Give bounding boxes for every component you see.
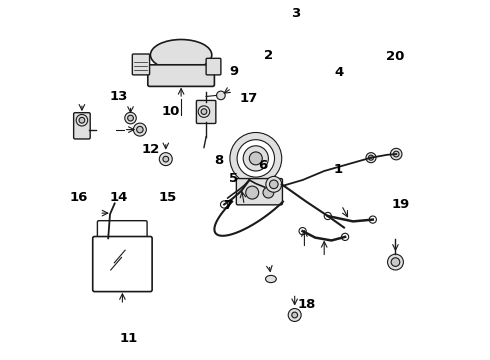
Text: 8: 8 [215,154,224,167]
Circle shape [270,180,278,189]
Text: 14: 14 [109,191,127,204]
Text: 13: 13 [109,90,127,103]
FancyBboxPatch shape [98,221,147,241]
Circle shape [366,153,376,163]
Text: 18: 18 [298,298,316,311]
Text: 10: 10 [162,105,180,118]
Circle shape [125,112,136,124]
Circle shape [266,176,282,192]
Circle shape [249,152,262,165]
Text: 1: 1 [334,163,343,176]
Circle shape [299,228,306,235]
FancyBboxPatch shape [196,100,216,123]
Circle shape [198,106,210,117]
Text: 17: 17 [240,93,258,105]
Circle shape [230,132,282,184]
FancyBboxPatch shape [236,179,282,205]
Circle shape [201,109,207,114]
FancyBboxPatch shape [148,65,215,86]
Circle shape [243,146,269,171]
Circle shape [220,201,228,208]
Circle shape [388,254,403,270]
Circle shape [133,123,147,136]
FancyBboxPatch shape [93,237,152,292]
Text: 2: 2 [264,49,273,62]
Circle shape [391,148,402,160]
Text: 20: 20 [386,50,405,63]
Text: 6: 6 [258,159,267,172]
Circle shape [342,233,349,240]
Circle shape [79,117,85,123]
Text: 15: 15 [158,191,177,204]
Circle shape [288,309,301,321]
Circle shape [237,140,274,177]
FancyBboxPatch shape [132,54,149,75]
Circle shape [263,187,274,198]
Text: 12: 12 [142,143,160,156]
Circle shape [159,153,172,166]
Text: 19: 19 [392,198,410,211]
Circle shape [292,312,297,318]
FancyBboxPatch shape [206,58,221,75]
Text: 4: 4 [334,66,343,78]
Circle shape [127,115,133,121]
Ellipse shape [150,40,212,70]
Circle shape [368,155,373,160]
FancyBboxPatch shape [74,113,90,139]
Text: 11: 11 [120,332,138,345]
Ellipse shape [266,275,276,283]
Circle shape [393,151,399,157]
Text: 3: 3 [291,7,300,20]
Circle shape [163,156,169,162]
Text: 5: 5 [229,172,238,185]
Text: 16: 16 [70,191,88,204]
Text: 9: 9 [229,65,238,78]
Circle shape [324,212,331,220]
Circle shape [137,126,143,133]
Circle shape [391,258,400,266]
Text: 7: 7 [223,199,232,212]
Circle shape [245,186,259,199]
Circle shape [369,216,376,223]
Circle shape [217,91,225,100]
Circle shape [76,114,88,126]
